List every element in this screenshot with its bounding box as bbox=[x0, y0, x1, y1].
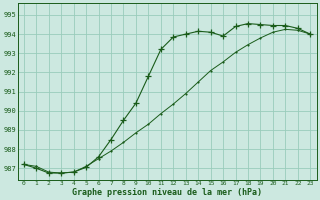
X-axis label: Graphe pression niveau de la mer (hPa): Graphe pression niveau de la mer (hPa) bbox=[72, 188, 262, 197]
